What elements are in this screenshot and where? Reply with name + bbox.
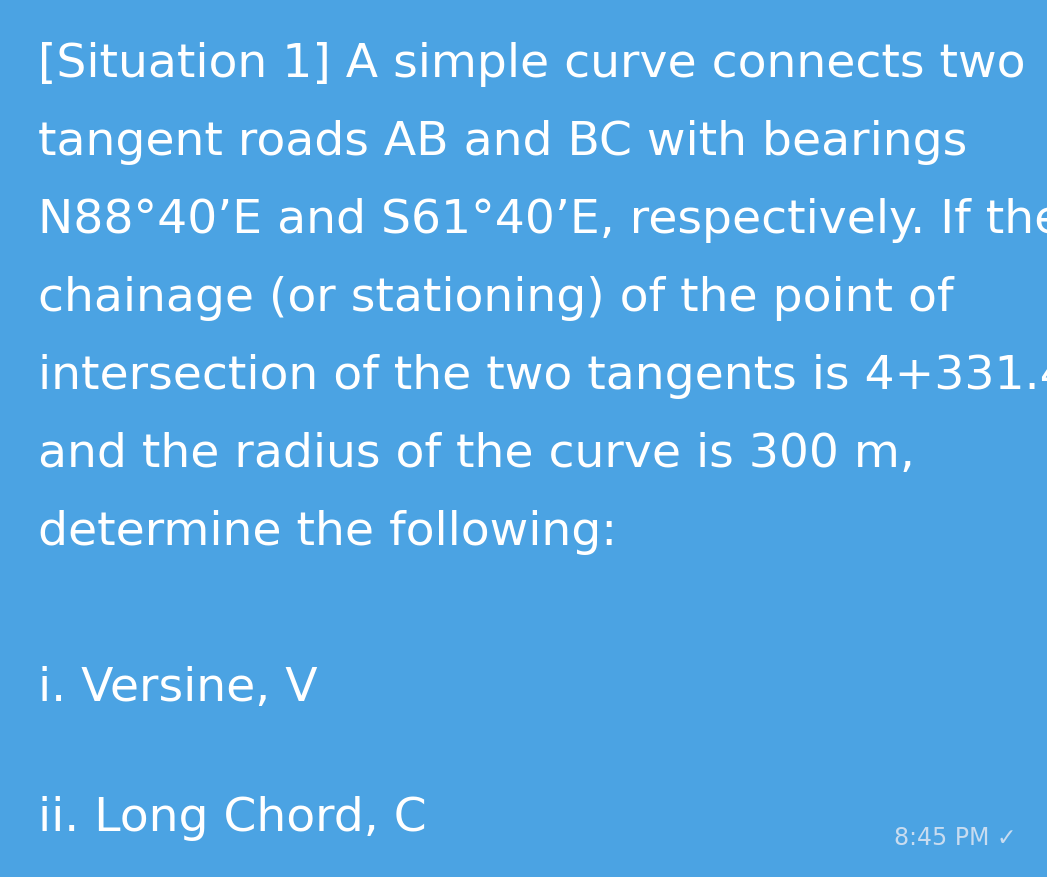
- Text: tangent roads AB and BC with bearings: tangent roads AB and BC with bearings: [38, 120, 967, 165]
- Text: chainage (or stationing) of the point of: chainage (or stationing) of the point of: [38, 275, 954, 321]
- Text: i. Versine, V: i. Versine, V: [38, 666, 317, 710]
- Text: N88°40’E and S61°40’E, respectively. If the: N88°40’E and S61°40’E, respectively. If …: [38, 198, 1047, 243]
- Text: intersection of the two tangents is 4+331.42: intersection of the two tangents is 4+33…: [38, 353, 1047, 398]
- Text: [Situation 1] A simple curve connects two: [Situation 1] A simple curve connects tw…: [38, 42, 1025, 87]
- Text: and the radius of the curve is 300 m,: and the radius of the curve is 300 m,: [38, 431, 915, 476]
- Text: ii. Long Chord, C: ii. Long Chord, C: [38, 795, 426, 840]
- Text: determine the following:: determine the following:: [38, 510, 617, 554]
- Text: 8:45 PM ✓: 8:45 PM ✓: [894, 825, 1017, 849]
